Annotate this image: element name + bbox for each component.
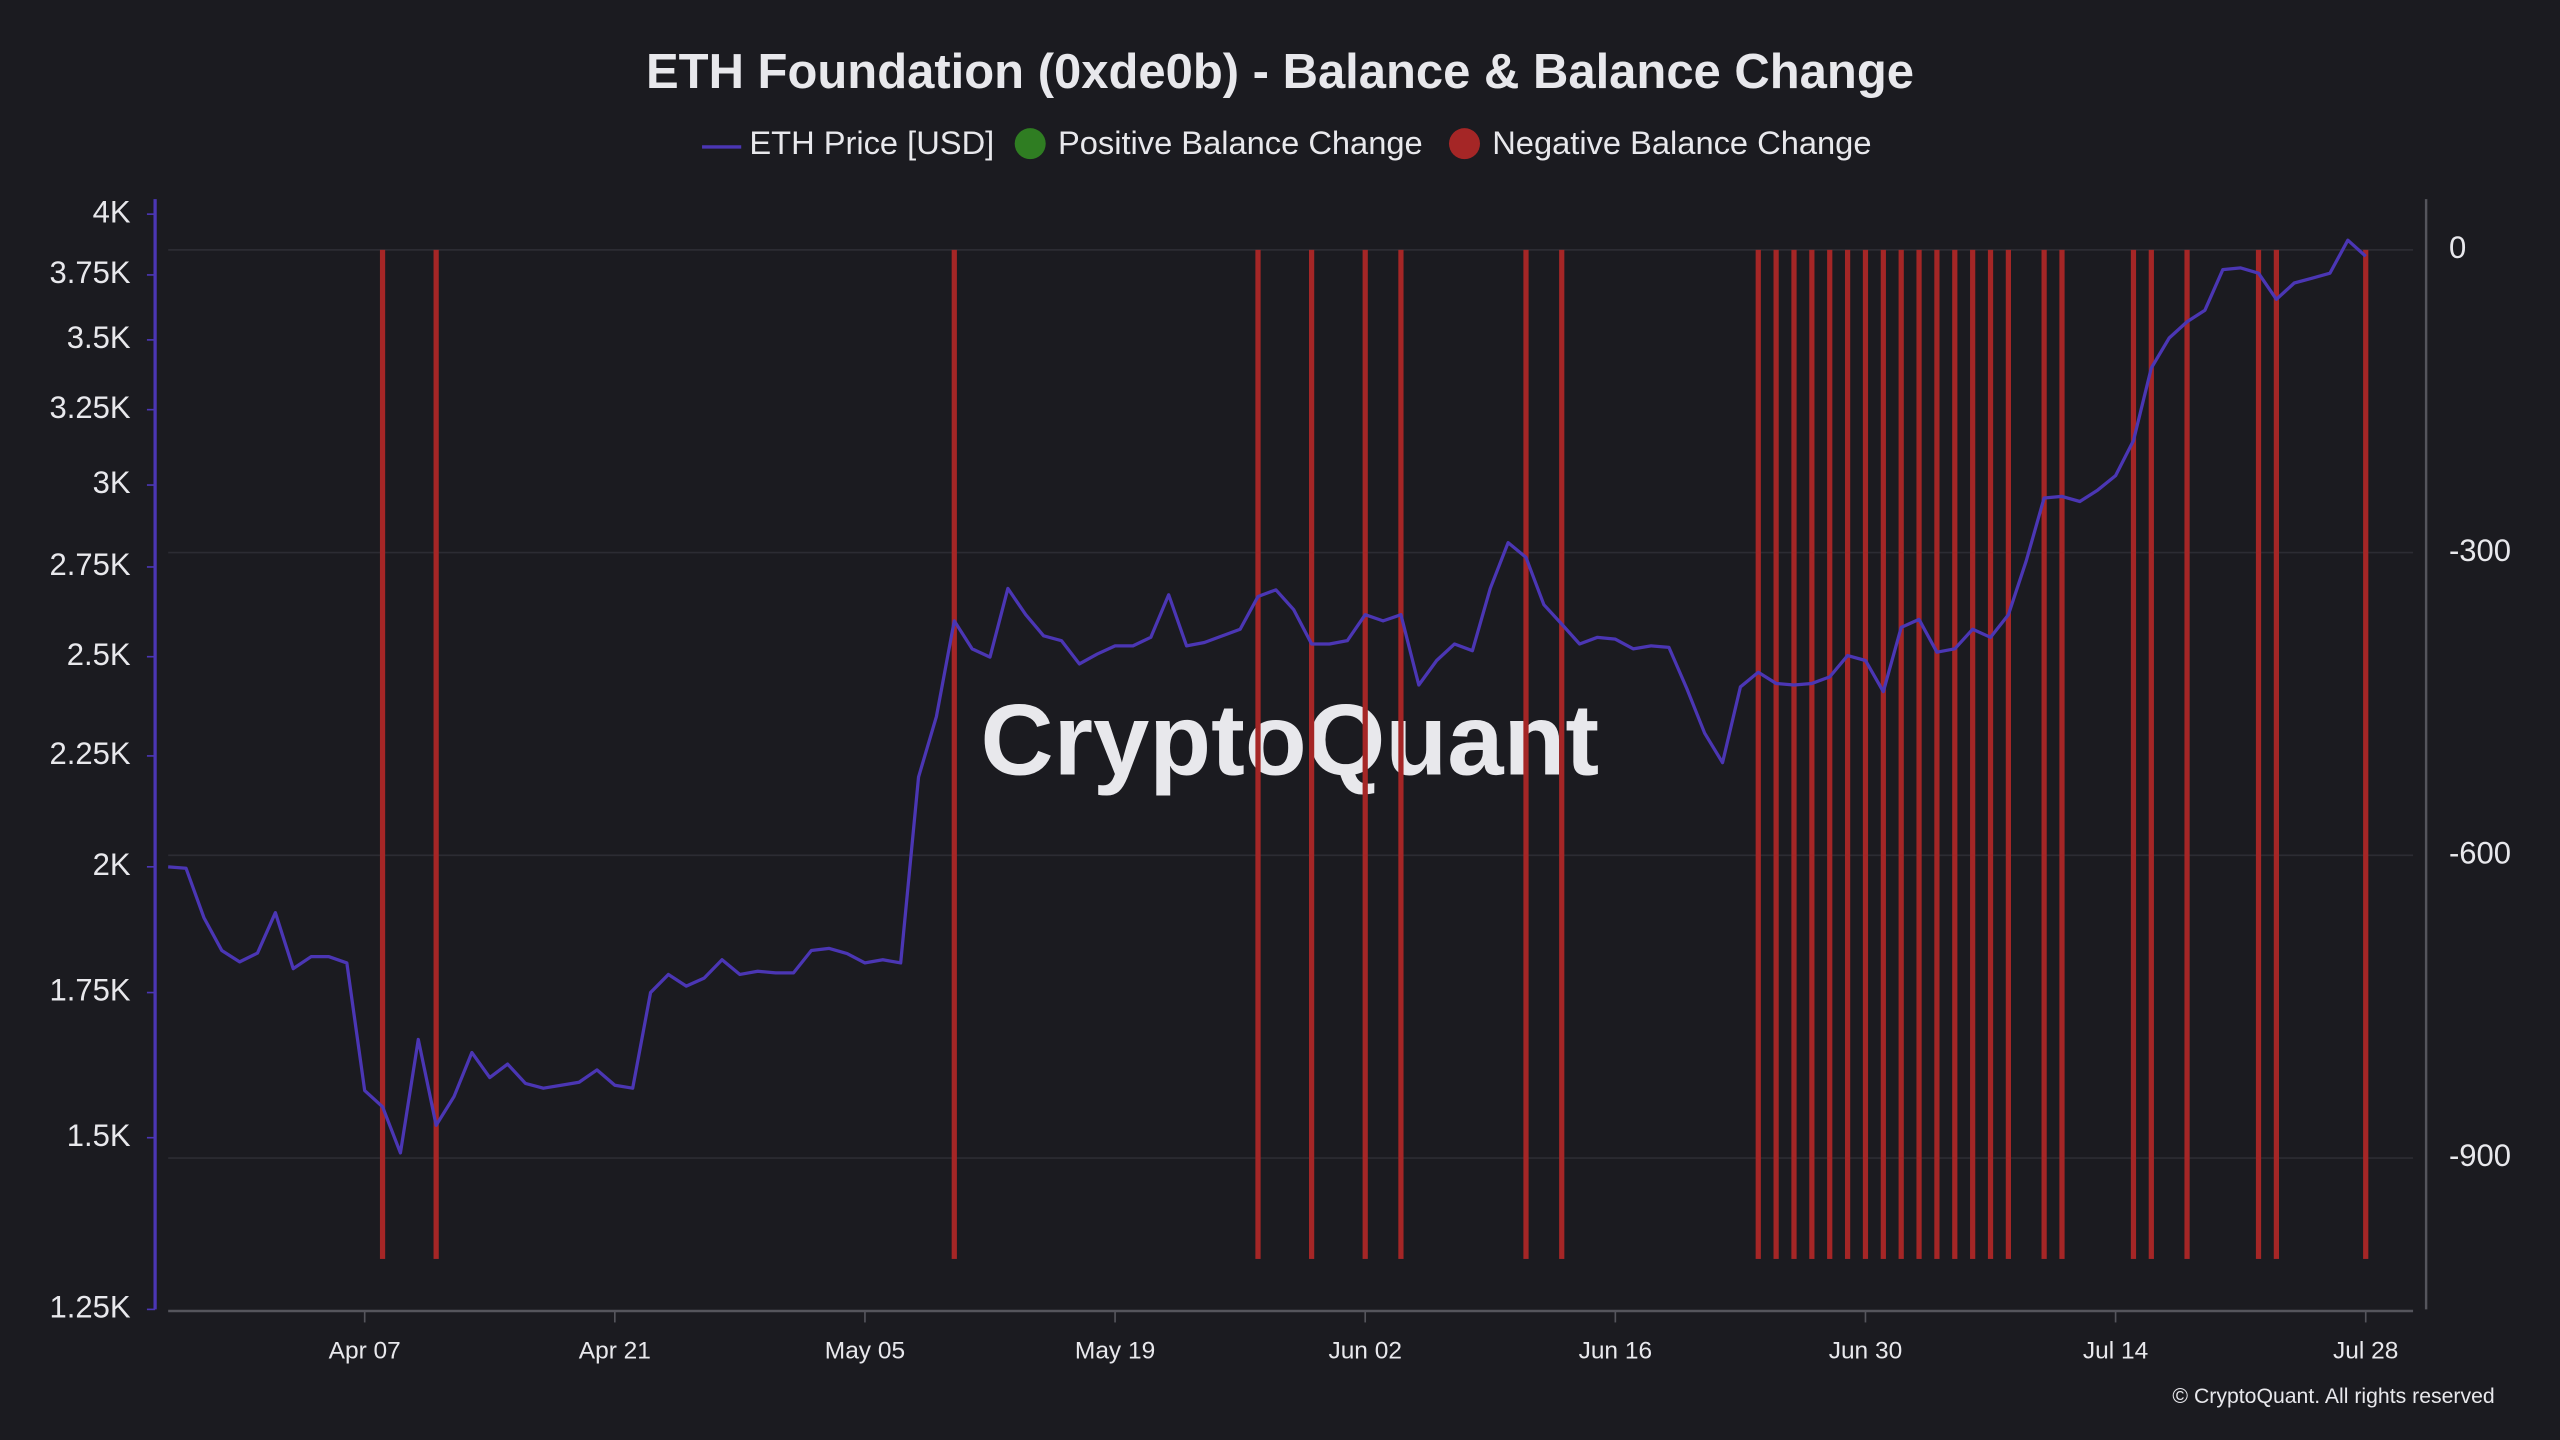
y-tick-label: 4K bbox=[93, 194, 131, 229]
balance-bar bbox=[1970, 249, 1976, 1259]
x-tick-label: May 05 bbox=[825, 1337, 905, 1364]
y-tick-label: 3K bbox=[93, 465, 131, 500]
balance-bar bbox=[2363, 249, 2369, 1259]
legend-label: Positive Balance Change bbox=[1058, 124, 1423, 161]
y-tick-label: 3.25K bbox=[50, 390, 131, 425]
balance-bar bbox=[1523, 249, 1529, 1259]
x-tick-label: Apr 07 bbox=[329, 1337, 401, 1364]
balance-bar bbox=[1791, 249, 1797, 1259]
balance-bar bbox=[1862, 249, 1869, 1259]
balance-bar bbox=[1809, 249, 1815, 1259]
x-tick-label: Jul 14 bbox=[2083, 1337, 2148, 1364]
balance-bar bbox=[1898, 249, 1904, 1259]
balance-bar bbox=[1934, 249, 1940, 1259]
balance-bar bbox=[1987, 249, 1994, 1259]
legend-swatch bbox=[1448, 128, 1480, 160]
x-tick-label: Jun 16 bbox=[1579, 1337, 1652, 1364]
legend-swatch bbox=[1014, 128, 1046, 160]
chart-title: ETH Foundation (0xde0b) - Balance & Bala… bbox=[646, 45, 1914, 99]
y-tick-label: 3.5K bbox=[67, 320, 131, 355]
balance-bar bbox=[1916, 249, 1922, 1259]
balance-bar bbox=[1844, 249, 1851, 1259]
balance-bar bbox=[2255, 249, 2262, 1259]
balance-bar bbox=[2041, 249, 2047, 1259]
balance-bar bbox=[2148, 249, 2154, 1259]
balance-bar bbox=[1952, 249, 1958, 1259]
x-tick-label: Jun 02 bbox=[1328, 1337, 1401, 1364]
balance-bar bbox=[2005, 249, 2012, 1259]
y2-tick-label: 0 bbox=[2449, 230, 2466, 265]
y2-tick-label: -900 bbox=[2449, 1138, 2511, 1173]
copyright: © CryptoQuant. All rights reserved bbox=[2172, 1385, 2494, 1408]
balance-bar bbox=[2130, 249, 2137, 1259]
y-tick-label: 3.75K bbox=[50, 255, 131, 290]
x-tick-label: Apr 21 bbox=[579, 1337, 651, 1364]
balance-bar bbox=[1308, 249, 1315, 1259]
watermark: CryptoQuant bbox=[981, 683, 1600, 796]
y2-tick-label: -300 bbox=[2449, 533, 2511, 568]
balance-bar bbox=[2184, 249, 2190, 1259]
balance-bar bbox=[1773, 249, 1779, 1259]
balance-bar bbox=[951, 249, 957, 1259]
y-tick-label: 2K bbox=[93, 847, 131, 882]
y-tick-label: 1.25K bbox=[50, 1290, 131, 1325]
y-tick-label: 1.5K bbox=[67, 1118, 131, 1153]
y2-tick-label: -600 bbox=[2449, 835, 2511, 870]
balance-bar bbox=[1880, 249, 1886, 1259]
balance-bar bbox=[1255, 249, 1261, 1259]
x-tick-label: Jun 30 bbox=[1829, 1337, 1902, 1364]
balance-bar bbox=[2059, 249, 2065, 1259]
x-tick-label: May 19 bbox=[1075, 1337, 1155, 1364]
balance-bar bbox=[379, 249, 386, 1259]
y-tick-label: 2.75K bbox=[50, 547, 131, 582]
legend-label: Negative Balance Change bbox=[1492, 124, 1871, 161]
balance-bar bbox=[2273, 249, 2279, 1259]
balance-bar bbox=[433, 249, 439, 1259]
balance-bar bbox=[1755, 249, 1761, 1259]
balance-bar bbox=[1827, 249, 1833, 1259]
y-tick-label: 1.75K bbox=[50, 973, 131, 1008]
balance-bar bbox=[1559, 249, 1565, 1259]
y-tick-label: 2.25K bbox=[50, 736, 131, 771]
price-line bbox=[168, 238, 2367, 1155]
y-tick-label: 2.5K bbox=[67, 637, 131, 672]
balance-bar bbox=[1362, 249, 1368, 1259]
balance-bar bbox=[1398, 249, 1404, 1259]
legend-label: ETH Price [USD] bbox=[749, 124, 994, 161]
x-tick-label: Jul 28 bbox=[2333, 1337, 2398, 1364]
